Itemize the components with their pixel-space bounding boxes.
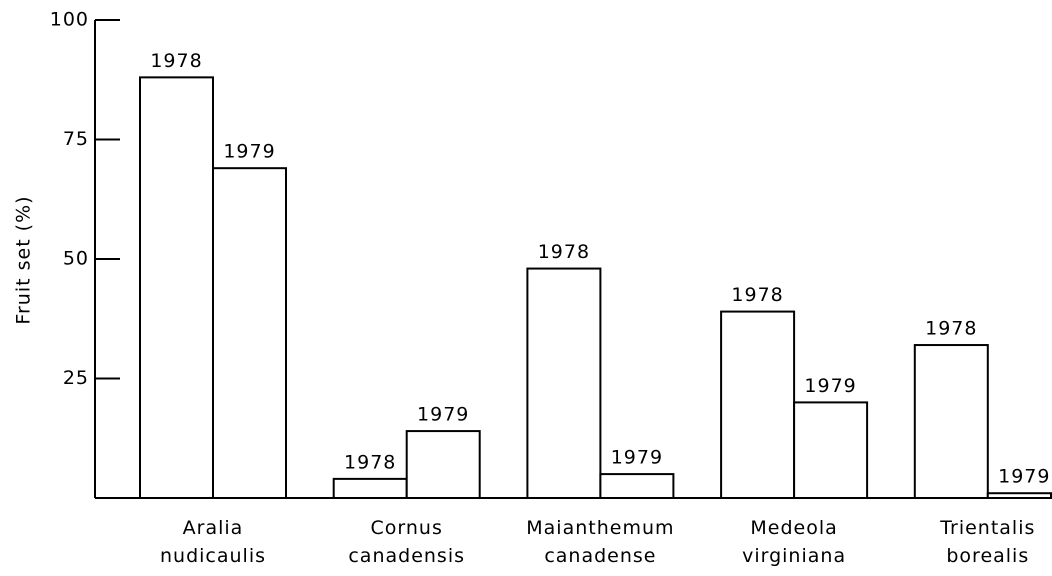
bar-label: 1978 — [344, 451, 396, 473]
y-tick-label: 75 — [63, 128, 89, 150]
bar — [720, 310, 796, 499]
x-tick-label: Cornus canadensis — [348, 517, 465, 567]
bar-label: 1979 — [417, 404, 469, 426]
bar — [139, 76, 214, 500]
bar-label: 1979 — [998, 466, 1050, 488]
bar — [212, 167, 287, 499]
y-tick-label: 100 — [50, 9, 89, 31]
bar — [913, 344, 989, 500]
x-tick-label: Trientalis borealis — [939, 517, 1035, 567]
y-axis-label: Fruit set (%) — [13, 195, 35, 324]
bar-label: 1979 — [223, 141, 275, 163]
bar — [986, 492, 1052, 500]
bar — [332, 477, 408, 500]
x-tick-label: Aralia nudicaulis — [160, 517, 266, 567]
bar — [599, 473, 675, 500]
bar — [405, 430, 481, 499]
bar-label: 1979 — [611, 447, 663, 469]
bar — [793, 401, 869, 499]
bar-label: 1978 — [925, 318, 977, 340]
y-tick-label: 25 — [63, 367, 89, 389]
bar-label: 1978 — [731, 284, 783, 306]
bar-label: 1978 — [150, 50, 202, 72]
x-tick-label: Medeola virginiana — [742, 517, 846, 567]
bar-label: 1979 — [804, 375, 856, 397]
y-tick-label: 50 — [63, 248, 89, 270]
bar-label: 1978 — [538, 241, 590, 263]
x-tick-label: Maianthemum canadense — [526, 517, 674, 567]
bar — [526, 267, 602, 499]
